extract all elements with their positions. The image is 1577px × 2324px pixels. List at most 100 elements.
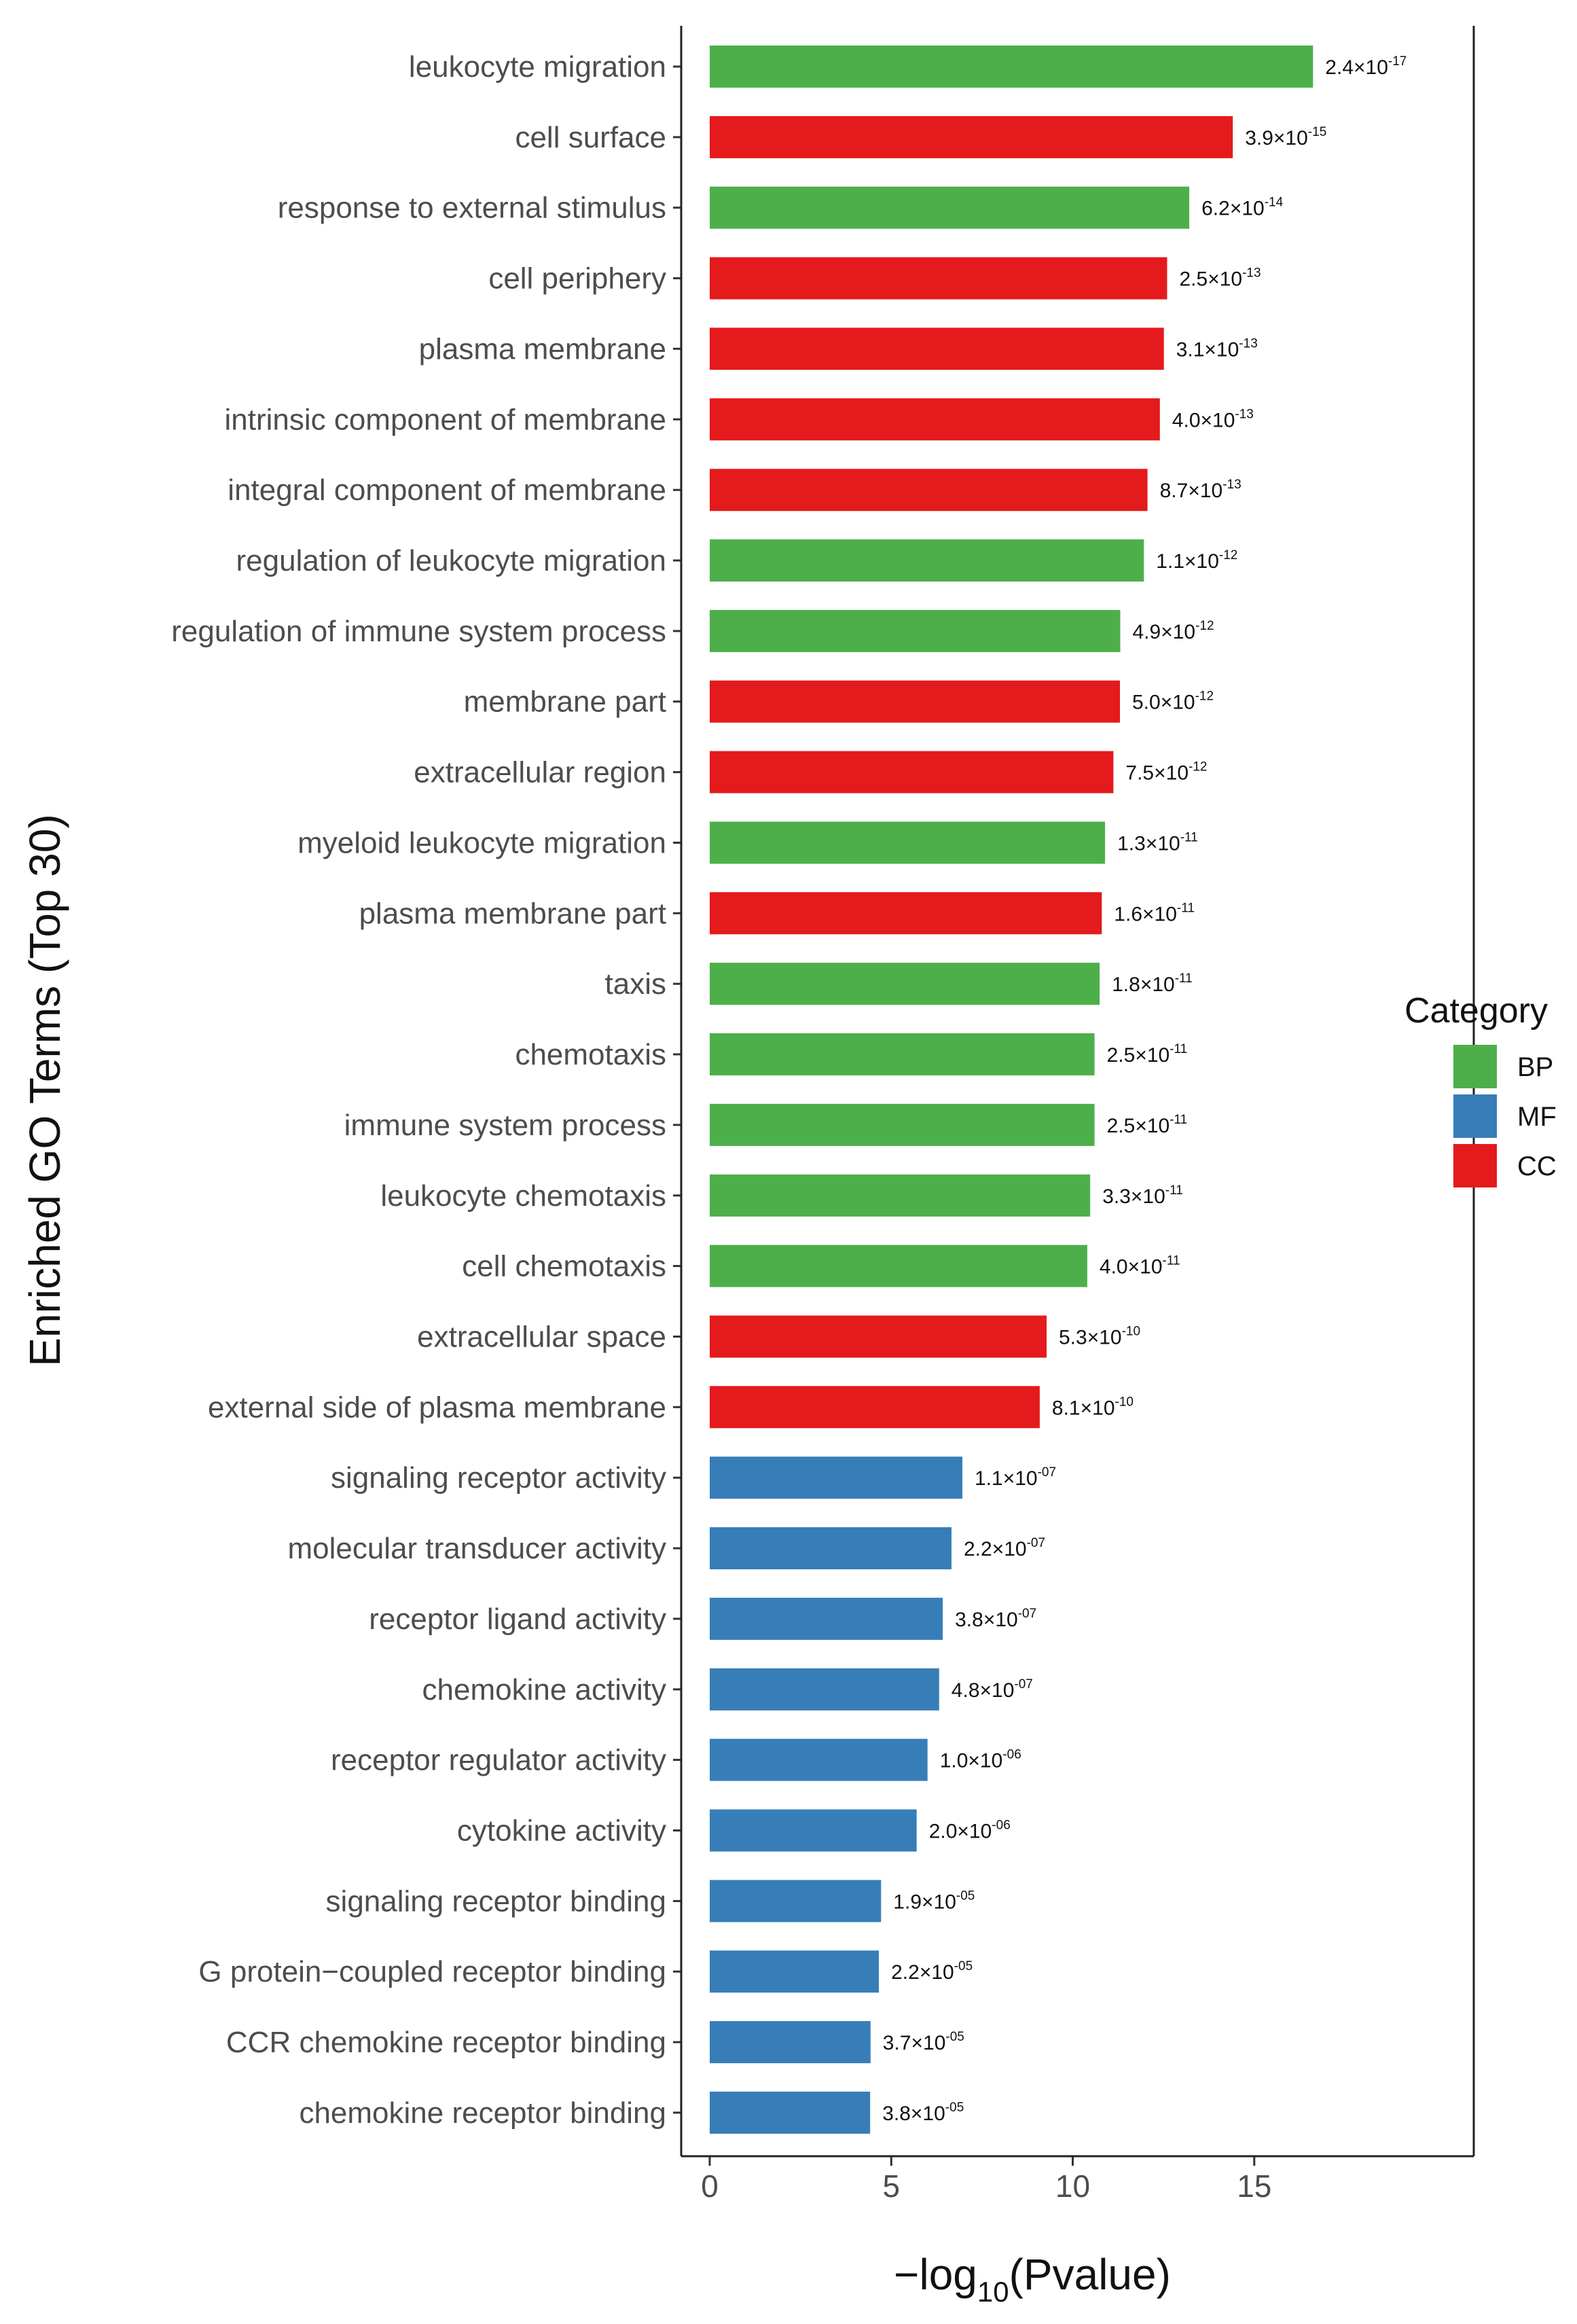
bar [710,1386,1040,1429]
bar [710,2091,871,2134]
pvalue-mantissa: 3.9 [1245,127,1273,149]
pvalue-exponent: -13 [1222,478,1241,492]
bar [710,46,1313,88]
pvalue-mantissa: 1.1 [975,1467,1003,1490]
term-label: taxis [605,967,666,1001]
pvalue-exponent: -11 [1175,971,1193,986]
pvalue-mantissa: 1.3 [1117,833,1146,855]
pvalue-mantissa: 1.9 [893,1891,922,1913]
term-label: receptor ligand activity [369,1603,666,1636]
pvalue-label: 3.1×10-13 [1176,336,1258,361]
term-label: integral component of membrane [228,473,666,507]
term-label: response to external stimulus [278,192,666,225]
x-tick-label: 0 [701,2168,719,2204]
term-label: receptor regulator activity [331,1744,666,1777]
term-label: myeloid leukocyte migration [297,827,666,860]
x-axis-title-subscript: 10 [977,2276,1009,2308]
pvalue-label: 2.0×10-06 [929,1819,1011,1843]
bar [710,327,1164,370]
plot-frame [680,26,1475,2158]
pvalue-times-ten: ×10 [1146,833,1180,855]
pvalue-label: 4.9×10-12 [1133,619,1214,643]
pvalue-exponent: -05 [945,2100,964,2115]
pvalue-times-ten: ×10 [1003,1467,1038,1490]
pvalue-label: 4.0×10-13 [1172,407,1254,431]
pvalue-label: 5.3×10-10 [1059,1325,1140,1349]
bar [710,1738,928,1781]
bar [710,257,1167,300]
legend-items: BP MF CC [1453,1045,1557,1187]
pvalue-mantissa: 3.3 [1102,1185,1131,1208]
pvalue-label: 3.9×10-15 [1245,125,1326,149]
term-label: membrane part [464,685,666,719]
bar [710,1033,1095,1075]
pvalue-times-ten: ×10 [1128,1256,1163,1279]
bar [710,469,1148,512]
y-axis-title: Enriched GO Terms (Top 30) [20,814,69,1366]
legend-label: MF [1517,1102,1557,1132]
pvalue-label: 6.2×10-14 [1201,196,1284,220]
bar [710,1668,939,1711]
pvalue-times-ten: ×10 [983,1609,1018,1631]
term-label: extracellular region [414,756,666,789]
pvalue-label: 1.8×10-11 [1112,971,1193,996]
pvalue-exponent: -12 [1195,690,1214,704]
pvalue-mantissa: 4.9 [1133,621,1161,643]
term-label: external side of plasma membrane [208,1391,666,1424]
pvalue-mantissa: 2.2 [891,1961,920,1984]
pvalue-exponent: -12 [1219,548,1237,562]
pvalue-label: 2.2×10-07 [964,1536,1045,1560]
pvalue-exponent: -06 [992,1819,1010,1833]
pvalue-label: 3.8×10-05 [882,2100,964,2125]
term-label: molecular transducer activity [287,1532,666,1565]
term-label: chemotaxis [515,1038,666,1071]
bar [710,1950,880,1993]
pvalue-label: 3.8×10-07 [955,1607,1036,1631]
pvalue-times-ten: ×10 [1201,409,1235,431]
bar [710,963,1100,1005]
pvalue-times-ten: ×10 [1087,1327,1122,1349]
pvalue-label: 5.0×10-12 [1132,690,1214,714]
term-labels: leukocyte migration cell surface response … [171,50,681,2130]
pvalue-labels: 2.4×10-173.9×10-156.2×10-142.5×10-133.1×… [882,54,1407,2125]
pvalue-label: 1.1×10-07 [975,1465,1056,1490]
legend-key-cc [1453,1144,1497,1187]
term-label: G protein−coupled receptor binding [198,1955,666,1988]
pvalue-times-ten: ×10 [957,1821,992,1843]
bar [710,821,1106,864]
pvalue-times-ten: ×10 [1142,903,1177,925]
bar [710,1527,951,1570]
x-axis-title-prefix: −log [894,2250,977,2299]
term-label: cytokine activity [457,1814,666,1848]
term-label: plasma membrane part [359,897,666,930]
pvalue-mantissa: 2.5 [1107,1044,1136,1067]
pvalue-times-ten: ×10 [1354,56,1388,79]
pvalue-mantissa: 8.1 [1052,1397,1081,1419]
bar [710,2021,871,2064]
pvalue-mantissa: 4.8 [951,1679,980,1702]
pvalue-times-ten: ×10 [1131,1185,1165,1208]
pvalue-label: 3.7×10-05 [883,2030,964,2054]
pvalue-exponent: -07 [1027,1536,1045,1550]
pvalue-label: 1.0×10-06 [940,1748,1021,1772]
pvalue-times-ten: ×10 [1188,480,1222,502]
pvalue-label: 7.5×10-12 [1125,760,1207,785]
pvalue-times-ten: ×10 [992,1538,1027,1560]
pvalue-exponent: -10 [1122,1325,1140,1339]
bar [710,115,1233,158]
pvalue-times-ten: ×10 [1135,1044,1170,1067]
pvalue-exponent: -05 [954,1959,973,1973]
pvalue-mantissa: 8.7 [1160,480,1189,502]
pvalue-times-ten: ×10 [1273,127,1308,149]
term-label: leukocyte chemotaxis [380,1179,666,1213]
pvalue-exponent: -11 [1170,1113,1187,1127]
bar [710,609,1121,652]
bar [710,680,1120,723]
pvalue-label: 4.0×10-11 [1100,1254,1180,1279]
term-label: plasma membrane [419,332,666,365]
pvalue-mantissa: 4.0 [1100,1256,1128,1279]
term-label: signaling receptor binding [326,1884,666,1918]
pvalue-times-ten: ×10 [1154,762,1189,785]
